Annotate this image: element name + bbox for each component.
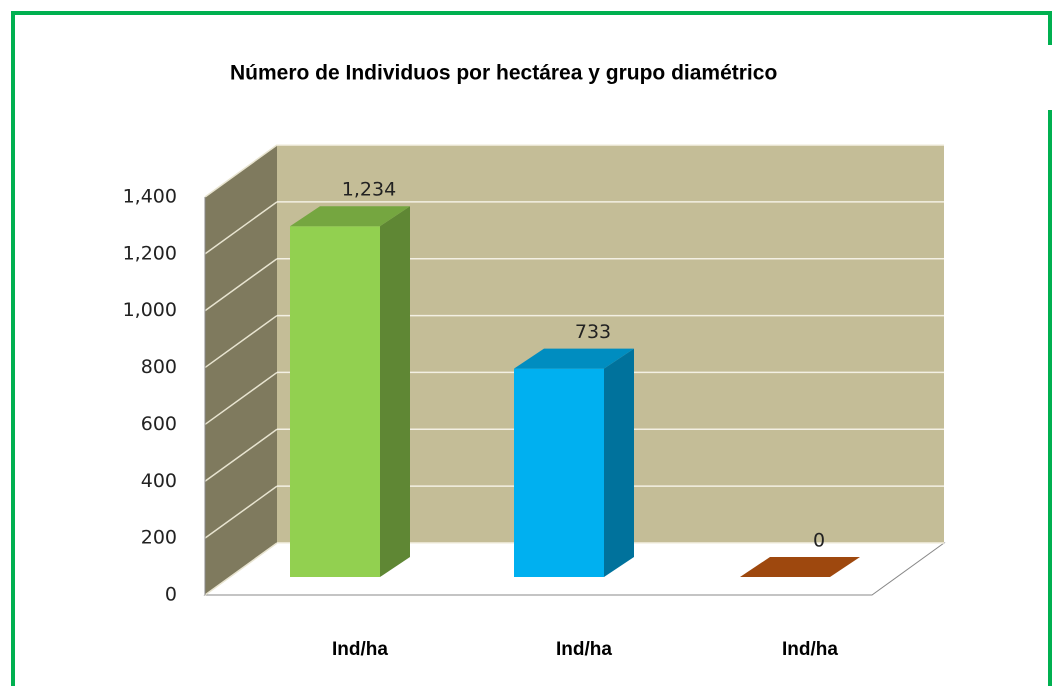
bar-top [290, 206, 410, 227]
grid-line [204, 144, 278, 198]
back-wall [277, 145, 944, 543]
y-tick-label: 200 [141, 527, 177, 549]
y-tick-label: 1,400 [123, 186, 177, 208]
grid-line [204, 542, 278, 596]
bar-front [290, 226, 380, 578]
bar-side [380, 206, 410, 578]
bar-top [740, 557, 860, 577]
bar-front [514, 368, 604, 577]
y-tick-label: 1,200 [123, 242, 177, 264]
y-tick-label: 400 [141, 470, 177, 492]
bar [514, 348, 634, 577]
side-wall [205, 145, 277, 595]
grid-line [204, 428, 278, 482]
value-label: 0 [813, 530, 825, 552]
y-tick-label: 800 [141, 356, 177, 378]
value-label: 733 [575, 321, 611, 343]
grid-line [204, 201, 278, 255]
grid-line [204, 258, 278, 312]
y-tick-label: 0 [165, 584, 177, 606]
grid-line [204, 485, 278, 539]
bar [740, 557, 860, 577]
bar-side [604, 348, 634, 577]
y-tick-label: 1,000 [123, 299, 177, 321]
x-tick-label: Ind/ha [332, 639, 388, 660]
grid-line [204, 314, 278, 369]
value-label: 1,234 [342, 179, 396, 201]
bar-top [514, 348, 634, 369]
y-tick-label: 600 [141, 413, 177, 435]
x-tick-label: Ind/ha [782, 639, 838, 660]
bar [290, 206, 410, 578]
grid-line [204, 371, 278, 426]
frame [11, 11, 1052, 686]
chart-title: Número de Individuos por hectárea y grup… [230, 62, 777, 85]
x-tick-label: Ind/ha [556, 639, 612, 660]
